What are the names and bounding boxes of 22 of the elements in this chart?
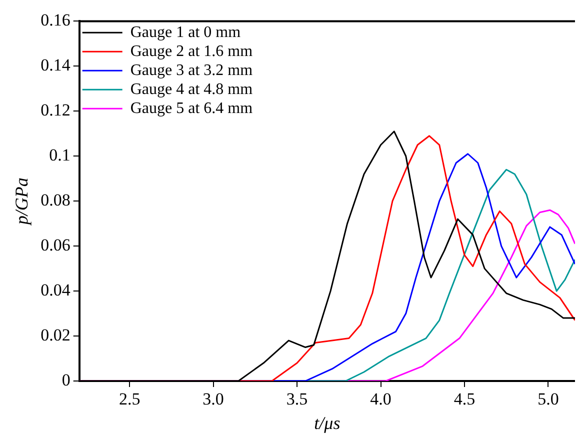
- legend-label: Gauge 1 at 0 mm: [130, 24, 242, 41]
- y-tick-label: 0.02: [40, 325, 70, 344]
- legend-label: Gauge 2 at 1.6 mm: [130, 42, 254, 60]
- y-tick-label: 0: [62, 370, 70, 390]
- x-tick-label: 2.5: [118, 390, 140, 409]
- x-tick-label: 3.5: [286, 390, 308, 409]
- y-tick-label: 0.14: [40, 56, 71, 75]
- y-tick-label: 0.04: [40, 280, 71, 300]
- y-tick-label: 0.08: [40, 190, 70, 210]
- x-tick-label: 4.0: [370, 390, 392, 409]
- legend-label: Gauge 3 at 3.2 mm: [130, 62, 254, 79]
- x-tick-label: 3.0: [202, 390, 224, 409]
- y-tick-label: 0.16: [40, 10, 70, 30]
- legend-label: Gauge 5 at 6.4 mm: [130, 100, 254, 117]
- y-axis-title: p/GPa: [12, 178, 32, 227]
- x-axis-title: t/μs: [314, 412, 340, 433]
- x-tick-label: 4.5: [454, 390, 476, 409]
- y-tick-label: 0.06: [40, 236, 70, 255]
- x-tick-label: 5.0: [538, 390, 559, 409]
- legend-label: Gauge 4 at 4.8 mm: [130, 80, 254, 98]
- y-tick-label: 0.1: [49, 146, 70, 165]
- y-tick-label: 0.12: [40, 100, 70, 120]
